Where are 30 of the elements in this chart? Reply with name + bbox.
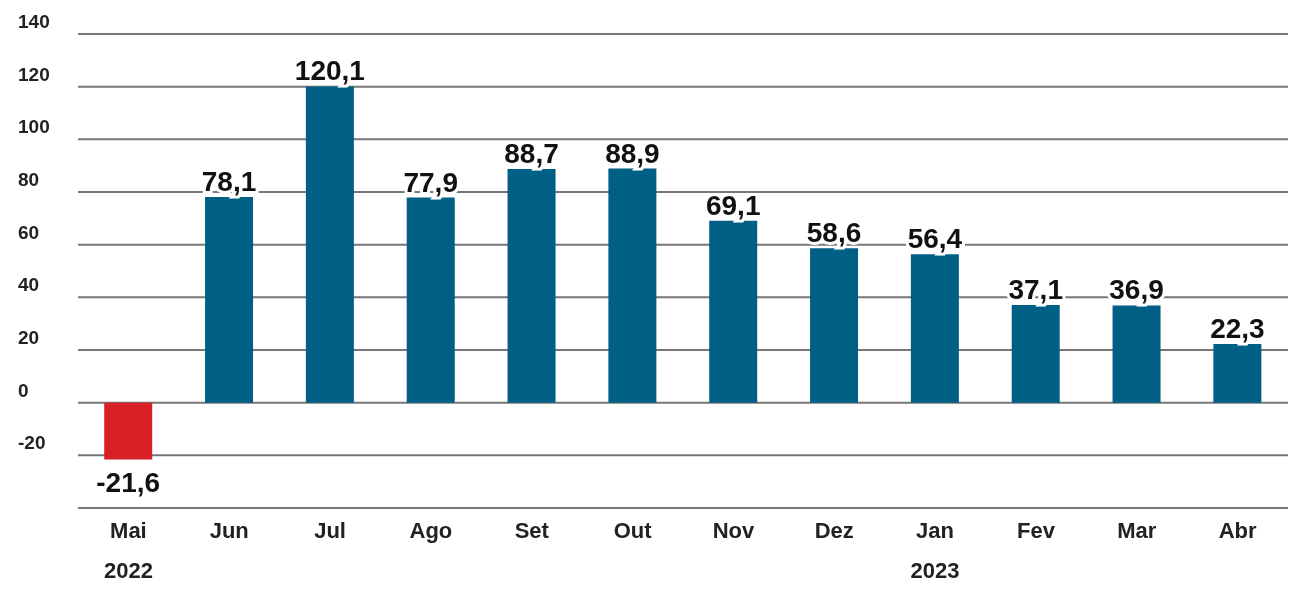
y-tick-label: 40	[18, 274, 40, 296]
y-tick-label: 120	[18, 63, 50, 85]
data-label: 77,9	[403, 166, 458, 198]
data-label: 88,7	[504, 138, 559, 170]
x-tick-label: Nov	[712, 518, 755, 543]
x-tick-label: Jan 2023	[910, 518, 960, 583]
y-tick-label: 140	[18, 11, 50, 32]
data-label: 88,9	[605, 137, 660, 169]
data-label: 22,3	[1210, 312, 1265, 344]
x-tick-label: Mar	[1117, 518, 1157, 543]
data-label: 78,1	[201, 166, 257, 197]
y-tick-label: 0	[18, 379, 29, 401]
y-tick-label: 80	[18, 169, 40, 190]
y-tick-label: -20	[18, 432, 46, 454]
data-label: 58,6	[806, 217, 862, 249]
data-label: -21,6	[96, 466, 161, 498]
data-label: 120,1	[294, 55, 365, 87]
x-tick-label: Jul	[314, 518, 346, 543]
y-tick-label: 60	[18, 221, 40, 243]
x-tick-label: Dez	[814, 518, 854, 543]
y-tick-label: 100	[18, 116, 50, 138]
x-tick-label: Mai 2022	[103, 518, 153, 583]
y-tick-label: 20	[18, 327, 40, 348]
x-tick-label: Jun	[209, 518, 249, 543]
x-tick-label: Ago	[409, 518, 453, 543]
data-label: 69,1	[705, 189, 761, 221]
x-tick-label: Out	[613, 518, 653, 543]
x-tick-label: Fev	[1016, 518, 1056, 543]
x-tick-label: Abr	[1218, 518, 1257, 543]
x-tick-label: Set	[514, 518, 550, 543]
